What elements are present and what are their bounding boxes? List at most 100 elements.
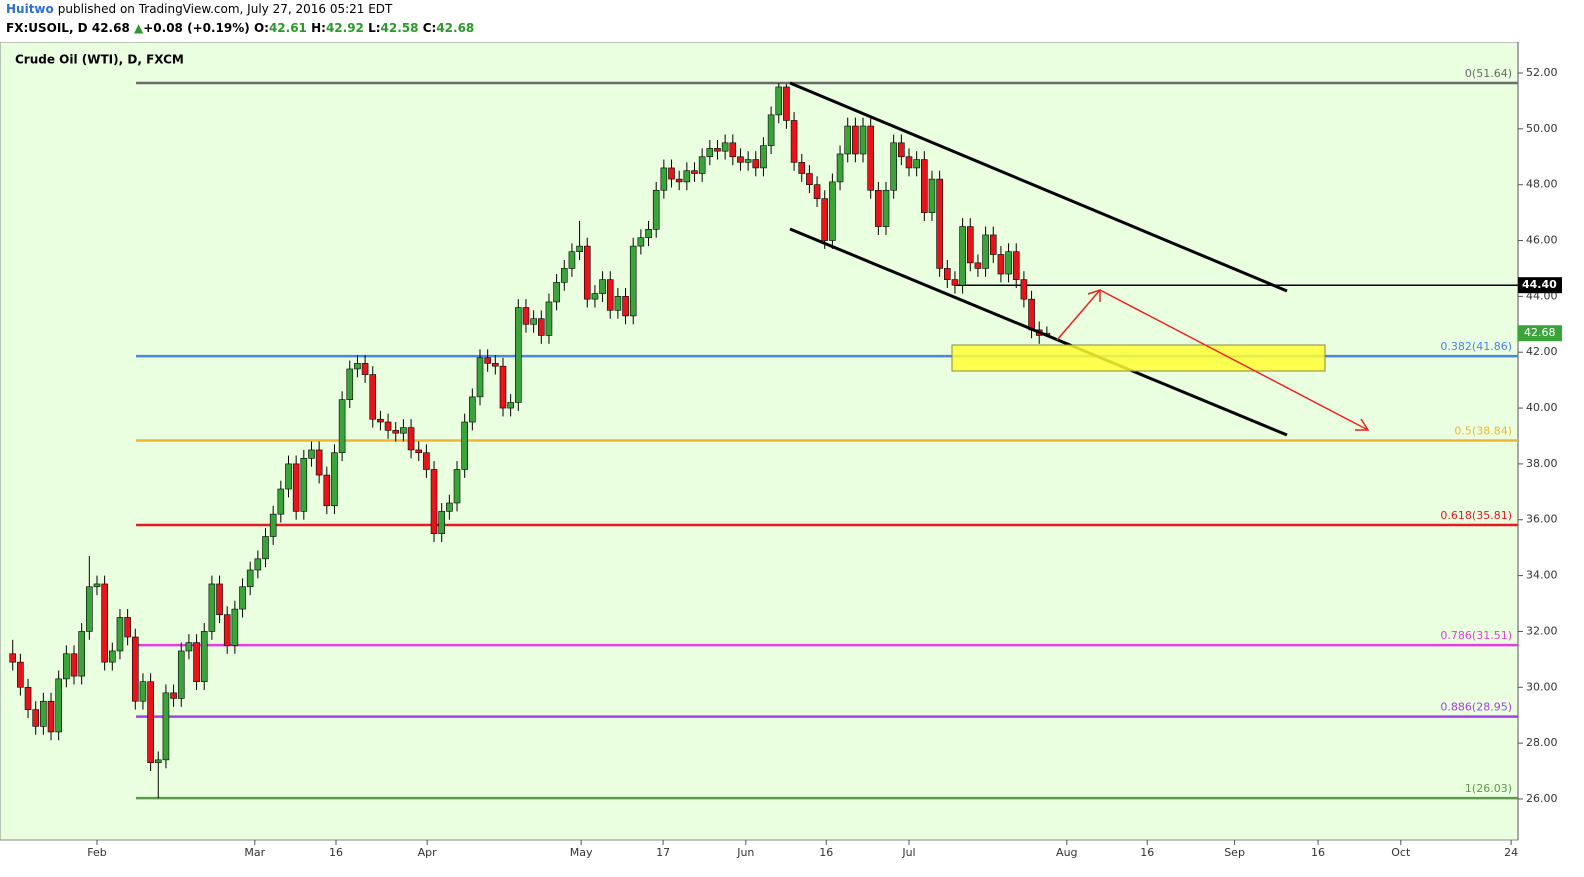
candles xyxy=(9,83,1051,799)
l-value: 42.58 xyxy=(380,21,419,35)
fib-levels: 0(51.64) 0.382(41.86) 0.5(38.84) 0.618(35.8… xyxy=(136,67,1518,800)
candle-body xyxy=(921,159,928,213)
candle-body xyxy=(40,700,47,727)
change-pct: (+0.19%) xyxy=(187,21,250,35)
candle-body xyxy=(331,452,338,507)
y-tick-label: 40.00 xyxy=(1526,401,1558,414)
x-tick-label: May xyxy=(570,846,593,859)
x-tick-label: 16 xyxy=(819,846,833,859)
last: 42.68 xyxy=(91,21,130,35)
x-tick-label: Aug xyxy=(1056,846,1077,859)
publish-line: Huitwo published on TradingView.com, July… xyxy=(6,0,1584,19)
candle-body xyxy=(170,692,177,699)
candle-body xyxy=(208,583,216,632)
candle-body xyxy=(545,301,553,336)
candle-body xyxy=(484,357,491,364)
candle-body xyxy=(1028,298,1035,331)
chart: 0(51.64) 0.382(41.86) 0.5(38.84) 0.618(35.8… xyxy=(0,42,1584,859)
candle-body xyxy=(392,430,400,434)
candle-body xyxy=(652,189,660,230)
candle-body xyxy=(101,583,108,663)
x-tick-label: 16 xyxy=(1311,846,1325,859)
x-tick-label: Feb xyxy=(87,846,106,859)
candle-body xyxy=(354,363,361,370)
x-tick-label: Mar xyxy=(244,846,265,859)
candle-body xyxy=(614,296,622,311)
candle-body xyxy=(829,181,836,241)
x-tick-label: Jun xyxy=(736,846,754,859)
candle-body xyxy=(453,469,461,504)
channel-lower xyxy=(789,227,1288,437)
candle-body xyxy=(415,449,423,454)
candle-body xyxy=(806,173,813,185)
candle-body xyxy=(254,558,262,571)
candle-body xyxy=(522,307,530,325)
candle-body xyxy=(905,156,913,169)
l-label: L: xyxy=(368,21,381,35)
candle-body xyxy=(706,148,714,158)
header: Huitwo published on TradingView.com, July… xyxy=(0,0,1584,42)
y-tick-label: 32.00 xyxy=(1526,624,1558,637)
candle-body xyxy=(423,452,430,470)
author[interactable]: Huitwo xyxy=(6,2,54,16)
candle-body xyxy=(951,279,959,286)
y-tick-label: 46.00 xyxy=(1526,234,1558,247)
candle-body xyxy=(131,636,139,702)
candle-body xyxy=(913,159,920,169)
candle-body xyxy=(591,293,599,300)
candle-body xyxy=(576,245,583,252)
candle-body xyxy=(17,661,24,688)
x-tick-label: Sep xyxy=(1224,846,1245,859)
candle-body xyxy=(269,513,277,537)
chart-title: Crude Oil (WTI), D, FXCM xyxy=(15,53,184,67)
candle-body xyxy=(507,402,514,409)
candle-body xyxy=(836,153,844,183)
candle-body xyxy=(407,427,415,451)
o-value: 42.61 xyxy=(268,21,307,35)
level-marker xyxy=(1518,277,1562,294)
candle-body xyxy=(890,142,897,191)
candle-body xyxy=(844,125,852,155)
candle-body xyxy=(323,474,331,507)
price-label: 42.68 xyxy=(1524,326,1556,339)
candle-body xyxy=(760,145,767,169)
y-tick-label: 28.00 xyxy=(1526,736,1558,749)
candle-body xyxy=(86,586,93,632)
candle-body xyxy=(798,162,806,174)
candle-body xyxy=(852,125,859,155)
candle-body xyxy=(308,449,315,459)
candle-body xyxy=(246,569,254,588)
candle-body xyxy=(997,254,1005,275)
x-tick-label: 16 xyxy=(329,846,343,859)
candle-body xyxy=(216,583,223,615)
candle-body xyxy=(78,631,85,677)
price-axis xyxy=(1518,42,1584,840)
candle-body xyxy=(377,418,384,423)
h-value: 42.92 xyxy=(325,21,364,35)
fib-label: 0.5(38.84) xyxy=(1454,424,1512,437)
candle-body xyxy=(1012,251,1020,280)
fib-label: 0.382(41.86) xyxy=(1440,340,1512,353)
c-label: C: xyxy=(422,21,437,35)
x-tick-label: Jul xyxy=(901,846,915,859)
y-tick-label: 26.00 xyxy=(1526,792,1558,805)
candle-body xyxy=(622,296,629,317)
candle-body xyxy=(185,642,193,652)
candle-body xyxy=(606,279,614,311)
h-label: H: xyxy=(311,21,326,35)
candle-body xyxy=(147,681,154,763)
candle-body xyxy=(683,170,691,183)
target-zone xyxy=(951,344,1326,372)
candle-body xyxy=(660,167,668,191)
candle-body xyxy=(821,198,829,241)
candle-body xyxy=(645,229,652,239)
candle-body xyxy=(675,178,683,183)
candle-body xyxy=(959,226,966,286)
y-tick-label: 36.00 xyxy=(1526,513,1558,526)
candle-body xyxy=(193,642,200,682)
y-tick-label: 34.00 xyxy=(1526,569,1558,582)
candle-body xyxy=(875,189,882,227)
c-value: 42.68 xyxy=(436,21,475,35)
candle-body xyxy=(936,178,943,269)
